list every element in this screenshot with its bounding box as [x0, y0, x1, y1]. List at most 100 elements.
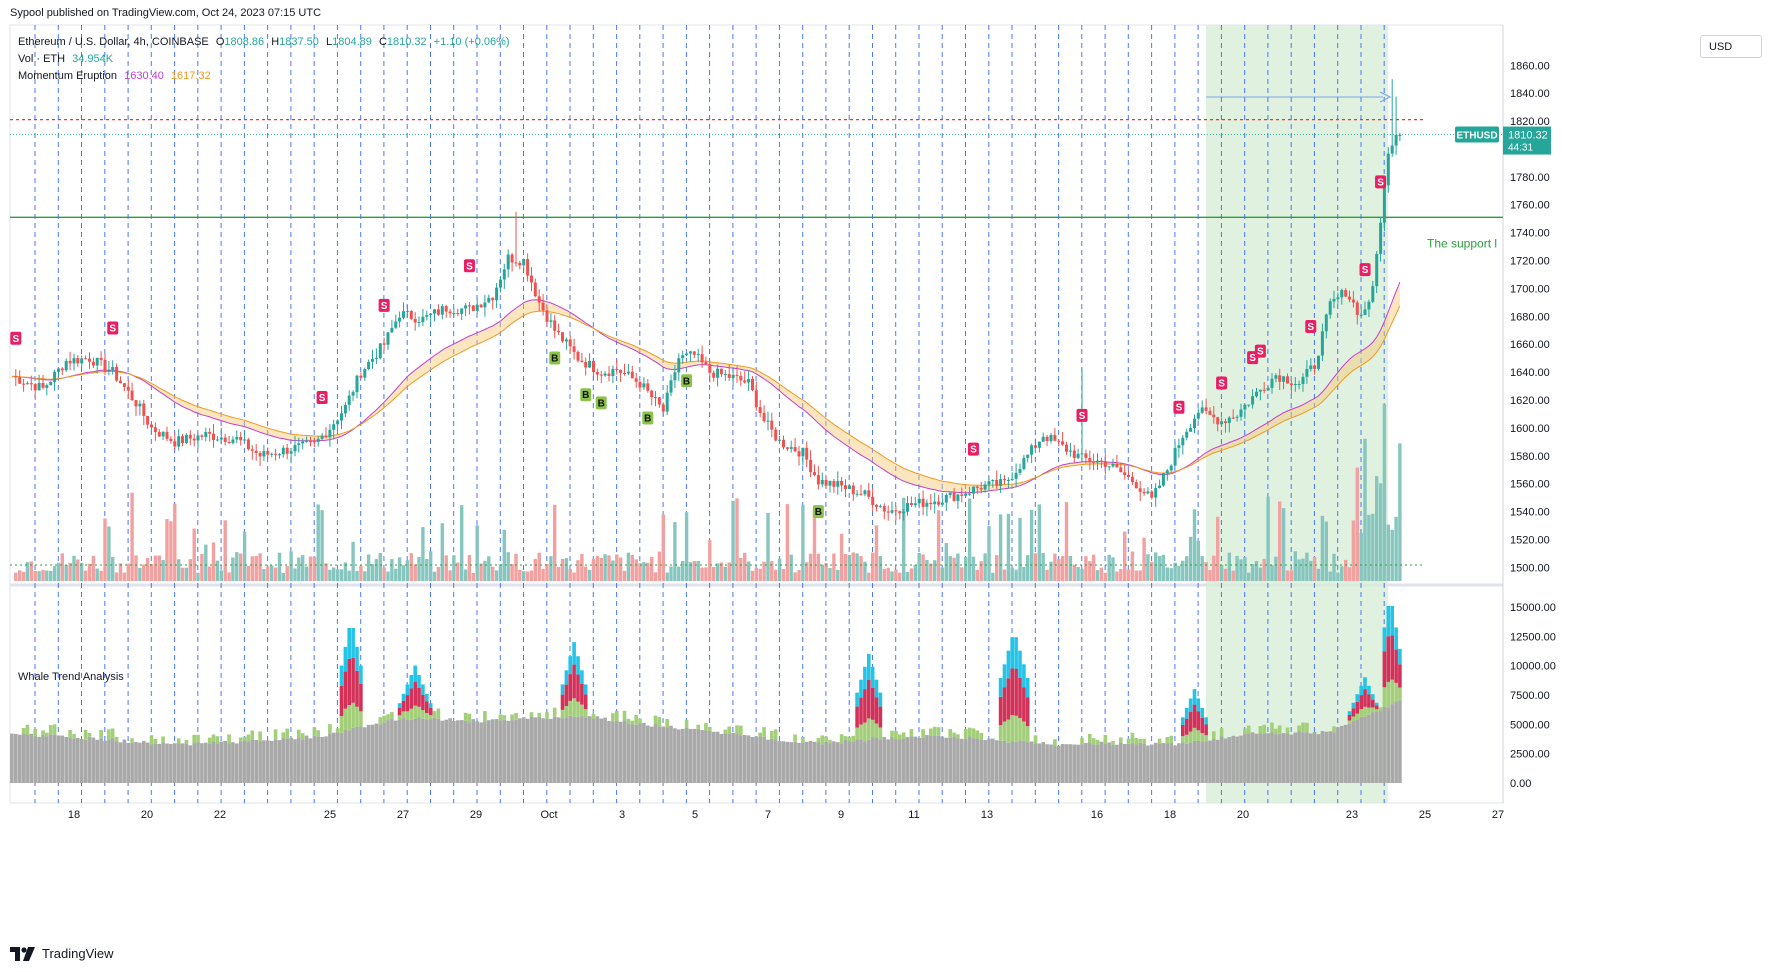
whale-pane-title[interactable]: Whale Trend Analysis	[18, 671, 124, 683]
volume-bar	[347, 570, 351, 581]
volume-bar	[1026, 555, 1030, 581]
candle-body	[1099, 460, 1103, 462]
candle-body	[766, 420, 770, 422]
whale-bar-green	[347, 705, 351, 731]
candle-body	[1204, 407, 1208, 411]
whale-bar-cyan	[1022, 664, 1026, 688]
sell-signal-badge	[1359, 263, 1371, 277]
whale-bar-base	[1200, 741, 1204, 783]
whale-bar-green	[855, 727, 859, 740]
symbol-title[interactable]: Ethereum / U.S. Dollar, 4h, COINBASE	[18, 36, 209, 48]
whale-bar-base	[138, 742, 142, 783]
candle-body	[371, 358, 374, 362]
whale-bar-base	[200, 743, 204, 783]
candle-body	[937, 501, 941, 505]
candle-body	[564, 339, 568, 342]
whale-bar-base	[971, 738, 976, 783]
whale-bar-base	[494, 719, 499, 783]
whale-bar-base	[863, 741, 867, 783]
whale-bar-base	[1351, 721, 1356, 783]
whale-bar-green	[1138, 738, 1142, 743]
whale-bar-green	[130, 738, 134, 743]
volume-bar	[328, 569, 332, 581]
candle-body	[448, 311, 452, 314]
volume-bar	[1332, 553, 1336, 581]
candle-body	[704, 362, 708, 365]
time-tick-label: 20	[141, 809, 153, 821]
candle-body	[909, 503, 913, 505]
whale-bar-cyan	[1184, 707, 1189, 719]
whale-bar-base	[262, 740, 266, 783]
whale-bar-base	[45, 736, 49, 783]
whale-bar-base	[1091, 744, 1096, 783]
legend-momentum-row[interactable]: Momentum Eruption 1630.40 1617.32	[18, 70, 215, 82]
whale-bar-red	[870, 688, 875, 720]
candle-body	[340, 413, 343, 421]
volume-bar	[386, 571, 390, 581]
candle-body	[359, 375, 363, 378]
whale-bar-red	[1367, 694, 1371, 708]
whale-bar-base	[235, 743, 239, 783]
candle-body	[580, 360, 584, 362]
candle-body	[1053, 435, 1057, 441]
whale-bar-base	[533, 717, 538, 783]
whale-bar-base	[1080, 744, 1084, 783]
whale-bar-base	[936, 736, 941, 783]
last-price-tag	[1503, 126, 1551, 155]
volume-bar	[917, 553, 921, 581]
legend-volume-row[interactable]: Vol · ETH 34.954K	[18, 53, 117, 65]
whale-bar-base	[87, 736, 92, 783]
time-tick-label: 25	[1419, 809, 1431, 821]
volume-bar	[533, 558, 537, 581]
whale-bar-green	[300, 733, 305, 740]
volume-bar	[293, 568, 297, 581]
tradingview-logo[interactable]: TradingView	[10, 946, 114, 961]
whale-bar-green	[572, 698, 576, 717]
whale-bar-base	[1025, 742, 1030, 783]
whale-bar-base	[704, 730, 708, 783]
candle-body	[1332, 298, 1336, 302]
volume-bar	[1223, 568, 1228, 581]
whale-bar-red	[1022, 687, 1026, 722]
whale-bar-base	[595, 716, 600, 783]
volume-bar	[165, 519, 169, 581]
buy-signal-label: B	[683, 376, 690, 387]
candle-body	[925, 502, 929, 507]
whale-bar-base	[188, 745, 193, 783]
volume-bar	[754, 568, 758, 581]
publish-header: Sypool published on TradingView.com, Oct…	[10, 7, 322, 19]
candle-body	[452, 313, 456, 315]
whale-bar-green	[110, 728, 115, 739]
candle-body	[770, 420, 774, 430]
time-tick-label: 5	[692, 809, 698, 821]
price-tick-label: 1660.00	[1510, 339, 1550, 351]
whale-bar-green	[397, 715, 402, 720]
whale-bar-cyan	[1398, 648, 1402, 665]
whale-bar-base	[456, 720, 460, 783]
volume-bar	[560, 559, 565, 581]
whale-bar-green	[1165, 737, 1170, 744]
whale-bar-base	[1250, 732, 1255, 783]
candle-body	[1278, 375, 1282, 382]
candle-body	[390, 327, 394, 333]
candle-body	[215, 439, 219, 441]
whale-bar-base	[1161, 743, 1166, 783]
candle-body	[1010, 479, 1014, 480]
whale-bar-base	[801, 742, 805, 783]
volume-bar	[518, 569, 522, 581]
volume-bar	[258, 553, 262, 581]
volume-bar	[599, 557, 603, 581]
whale-bar-green	[704, 723, 708, 731]
candle-body	[1208, 410, 1212, 415]
volume-bar	[777, 558, 782, 581]
whale-bar-base	[754, 736, 759, 783]
whale-bar-green	[638, 718, 642, 724]
candle-body	[553, 320, 557, 331]
candle-body	[499, 279, 502, 288]
whale-bar-green	[405, 711, 410, 721]
currency-button[interactable]: USD	[1700, 35, 1762, 58]
candle-body	[956, 494, 960, 501]
candle-body	[122, 383, 126, 387]
volume-bar	[440, 523, 444, 581]
candle-body	[801, 447, 805, 457]
